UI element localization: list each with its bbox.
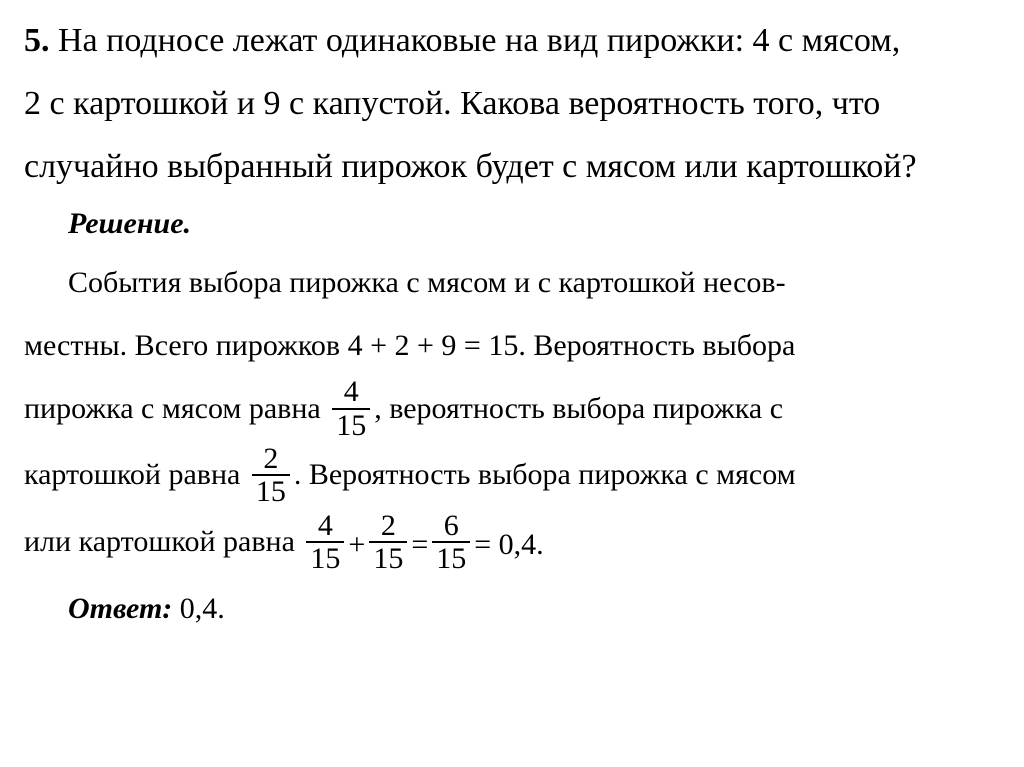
problem-statement: 5. На подносе лежат одинаковые на вид пи… <box>24 10 1000 199</box>
answer-label: Ответ: <box>68 592 172 625</box>
sum-expression: 4 + 2 + 9 = 15 <box>348 329 519 362</box>
fraction: 415 <box>306 510 344 575</box>
fraction: 415 <box>332 376 370 441</box>
solution-text: местны. Всего пирожков <box>24 329 348 362</box>
problem-text-line1: На подносе лежат одинаковые на вид пирож… <box>58 22 900 59</box>
answer-value: 0,4. <box>172 592 225 625</box>
solution-text: . Вероятность выбора пирожка с мясом <box>294 458 796 491</box>
answer-line: Ответ: 0,4. <box>24 577 1000 640</box>
plus-sign: + <box>348 513 365 576</box>
problem-text-line2: 2 с картошкой и 9 с капустой. Какова вер… <box>24 85 880 122</box>
solution-text: пирожка с мясом равна <box>24 392 328 425</box>
fraction: 215 <box>369 510 407 575</box>
fraction: 615 <box>432 510 470 575</box>
solution-text: События выбора пирожка с мясом и с карто… <box>68 266 786 299</box>
solution-body: События выбора пирожка с мясом и с карто… <box>24 251 1000 640</box>
equals-sign: = <box>411 513 428 576</box>
solution-text: или картошкой равна <box>24 525 302 558</box>
solution-text: , вероятность выбора пирожка с <box>374 392 783 425</box>
page: 5. На подносе лежат одинаковые на вид пи… <box>0 0 1024 650</box>
problem-number: 5. <box>24 22 50 59</box>
fraction: 215 <box>252 443 290 508</box>
solution-text: картошкой равна <box>24 458 248 491</box>
solution-heading: Решение. <box>68 207 1000 241</box>
problem-text-line3: случайно выбранный пирожок будет с мясом… <box>24 148 917 185</box>
final-equals: = 0,4. <box>474 513 543 576</box>
solution-text: . Вероятность выбора <box>518 329 795 362</box>
